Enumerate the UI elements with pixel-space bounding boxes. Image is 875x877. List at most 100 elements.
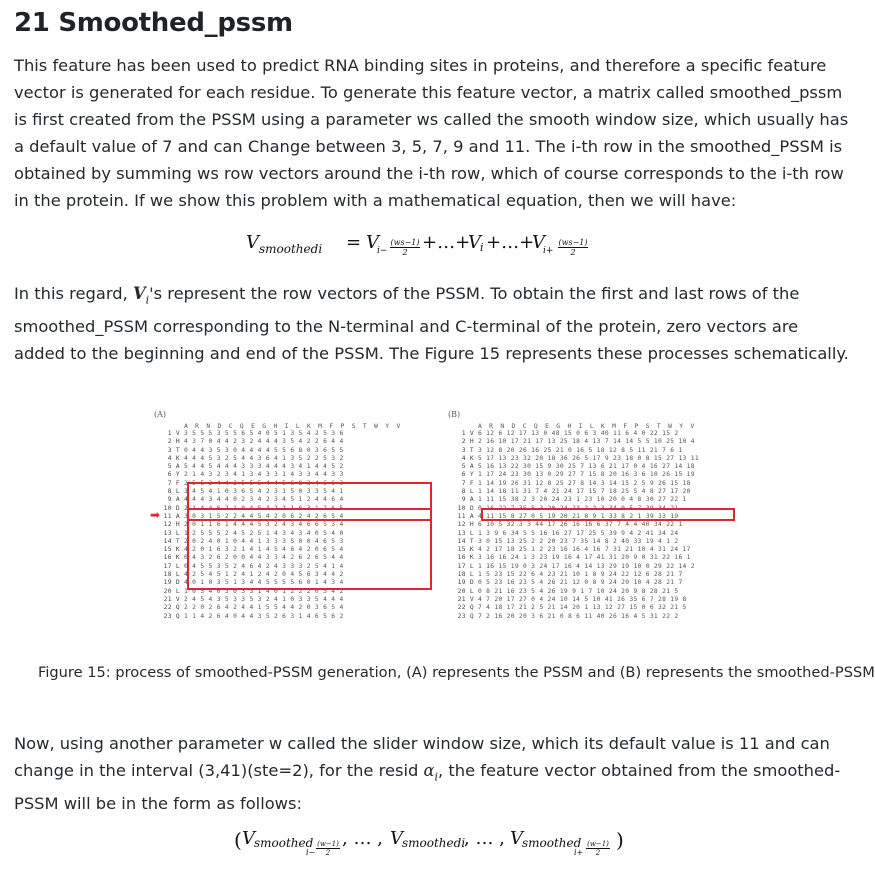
residue-label: 5 A: [461, 463, 474, 471]
residue-label: 12 H: [457, 521, 474, 529]
smoothed-pssm-row: 21 V 4 7 20 17 27 0 4 24 10 14 5 10 41 26…: [448, 596, 699, 604]
pssm-row: 12 H 2 0 1 1 6 1 4 4 4 5 3 2 4 3 4 6 6 5 …: [154, 521, 402, 529]
residue-label: 5 A: [167, 463, 180, 471]
window-box-a: [187, 482, 432, 590]
residue-label: 4 K: [461, 454, 474, 462]
smoothed-pssm-row: 16 K 3 16 16 24 1 3 23 19 16 4 17 41 31 2…: [448, 554, 699, 562]
row-values: 4 0 1 0 3 5 1 3 4 4 5 5 5 5 6 0 1 4 3 4: [184, 579, 344, 587]
residue-label: 14 T: [457, 537, 474, 545]
smoothed-pssm-row: 19 D 0 5 23 16 23 5 4 26 21 12 0 8 9 24 2…: [448, 579, 699, 587]
pssm-row: 23 Q 1 1 4 2 6 4 0 4 4 3 5 2 6 3 1 4 6 5 …: [154, 613, 402, 621]
paragraph-intro: This feature has been used to predict RN…: [14, 56, 849, 210]
pssm-row: 5 A 5 4 4 5 4 4 4 3 3 3 4 4 4 3 4 1 4 4 5…: [154, 463, 402, 471]
residue-label: 6 Y: [461, 471, 474, 479]
smoothed-pssm-row: 13 L 1 3 9 6 34 5 5 16 16 27 17 25 5 39 9…: [448, 530, 699, 538]
row-values: 1 17 24 23 30 13 0 29 27 7 15 8 20 16 3 …: [478, 471, 695, 479]
row-values: 2 0 1 1 6 1 4 4 4 5 3 2 4 3 4 6 6 5 3 4: [184, 521, 344, 529]
residue-label: 13 L: [457, 529, 474, 537]
residue-label: 16 K: [163, 554, 180, 562]
row-values: 2 16 10 17 21 17 13 25 18 4 13 7 14 14 5…: [478, 438, 695, 446]
residue-label: 10 D: [163, 504, 180, 512]
pssm-row: 21 V 2 4 5 4 3 5 3 3 5 3 2 4 1 0 3 3 5 4 …: [154, 596, 402, 604]
residue-label: 12 H: [163, 521, 180, 529]
row-values: 7 4 18 17 21 2 5 21 14 20 1 13 12 27 15 …: [478, 604, 687, 612]
residue-label: 7 F: [167, 479, 180, 487]
row-values: 0 8 21 16 23 5 4 26 19 9 1 7 10 24 20 9 …: [478, 587, 679, 595]
panel-a-label: (A): [154, 410, 167, 419]
row-values: 5 4 4 5 4 4 4 3 3 3 4 4 4 3 4 1 4 4 5 2: [184, 463, 344, 471]
smoothed-pssm-row: 9 A 1 11 15 38 2 3 20 24 23 1 23 10 20 0 …: [448, 496, 699, 504]
pssm-row: 14 T 2 0 2 4 0 1 0 4 4 1 3 3 3 5 0 0 4 6 …: [154, 538, 402, 546]
row-values: 1 11 15 38 2 3 20 24 23 1 23 10 20 0 4 8…: [478, 496, 687, 504]
residue-label: 18 L: [457, 571, 474, 579]
residue-label: 19 D: [457, 579, 474, 587]
row-values: 4 2 5 4 5 1 2 4 1 2 4 2 0 4 5 6 3 4 4 2: [184, 571, 344, 579]
pssm-row: 11 A 3 0 3 1 5 2 2 4 4 5 4 2 0 6 2 4 2 6 …: [154, 513, 402, 521]
smoothed-pssm-row: 18 L 1 5 23 15 22 6 4 23 21 10 1 8 9 24 2…: [448, 571, 699, 579]
residue-label: 9 A: [461, 496, 474, 504]
residue-label: 8 L: [461, 488, 474, 496]
section-title: 21 Smoothed_pssm: [14, 8, 293, 38]
row-values: 6 10 5 32 3 3 44 17 26 16 16 6 37 7 4 4 …: [478, 521, 683, 529]
row-values: 1 2 5 5 5 2 4 5 2 5 1 4 3 4 3 4 0 5 4 0: [184, 529, 344, 537]
smoothed-pssm-row: 7 F 1 14 19 26 31 12 8 25 27 8 14 3 14 15…: [448, 480, 699, 488]
pssm-panel-b: (B) A R N D C Q E G H I L K M F P S T W …: [448, 410, 699, 621]
panel-b-label: (B): [448, 410, 461, 419]
residue-label: 1 V: [461, 430, 474, 437]
row-values: 3 12 8 20 26 16 25 21 0 16 5 18 12 8 5 1…: [478, 446, 683, 454]
row-values: 4 2 17 18 25 1 2 23 16 16 4 16 7 31 21 1…: [478, 546, 691, 554]
smoothed-pssm-row: 14 T 3 0 15 13 25 2 2 20 23 7 35 14 8 2 4…: [448, 538, 699, 546]
smoothed-equation: V smoothedi = V i− (ws−1) 2 +…+ V i +…+ …: [246, 232, 588, 257]
paragraph-row-vectors: In this regard, Vi's represent the row v…: [14, 284, 849, 364]
smoothed-pssm-row: 17 L 1 16 15 19 0 3 24 17 16 4 14 13 29 1…: [448, 563, 699, 571]
residue-label: 23 Q: [457, 612, 474, 620]
smoothed-pssm-row: 6 Y 1 17 24 23 30 13 0 29 27 7 15 8 20 16…: [448, 471, 699, 479]
residue-label: 8 L: [167, 488, 180, 496]
row-values: 1 5 23 15 22 6 4 23 21 10 1 8 9 24 22 12…: [478, 571, 683, 579]
residue-label: 16 K: [457, 554, 474, 562]
panel-b-header: A R N D C Q E G H I L K M F P S T W Y V: [478, 423, 697, 430]
pssm-row: 13 L 1 2 5 5 5 2 4 5 2 5 1 4 3 4 3 4 0 5 …: [154, 530, 402, 538]
row-values: 0 4 4 3 5 3 0 4 4 4 4 5 5 6 8 0 3 6 5 5: [184, 446, 344, 454]
residue-label: 21 V: [457, 595, 474, 603]
row-values: 1 0 5 4 0 3 0 3 3 1 4 0 1 2 2 2 0 3 4 2: [184, 587, 344, 595]
pssm-row: 17 L 0 4 5 5 3 5 2 4 6 4 2 4 3 3 3 2 5 4 …: [154, 563, 402, 571]
row-values: 2 0 2 4 0 1 0 4 4 1 3 3 3 5 0 0 4 6 5 3: [184, 537, 344, 545]
residue-label: 6 Y: [167, 471, 180, 479]
pssm-row: 6 Y 2 1 4 3 2 3 4 1 3 4 3 3 1 4 3 3 4 4 3…: [154, 471, 402, 479]
pssm-row: 2 H 4 3 7 0 4 4 2 3 2 4 4 4 3 5 4 2 2 6 4…: [154, 438, 402, 446]
smoothed-pssm-row: 12 H 6 10 5 32 3 3 44 17 26 16 16 6 37 7 …: [448, 521, 699, 529]
pssm-row: 18 L 4 2 5 4 5 1 2 4 1 2 4 2 0 4 5 6 3 4 …: [154, 571, 402, 579]
residue-label: 17 L: [457, 562, 474, 570]
residue-label: 17 L: [163, 562, 180, 570]
residue-label: 4 K: [167, 454, 180, 462]
feature-vector-equation: ( V smoothed i− (w−1) 2 , … , V smoothed…: [234, 828, 624, 857]
row-values: 2 4 5 4 3 5 3 3 5 3 2 4 1 0 3 3 5 4 4 4: [184, 595, 344, 603]
row-values: 1 16 15 19 0 3 24 17 16 4 14 13 29 19 10…: [478, 562, 695, 570]
residue-label: 9 A: [167, 496, 180, 504]
residue-label: 3 T: [461, 446, 474, 454]
smoothed-pssm-row: 8 L 1 14 18 11 31 7 4 21 24 17 15 7 18 25…: [448, 488, 699, 496]
row-values: 1 14 19 26 31 12 8 25 27 8 14 3 14 15 2 …: [478, 479, 691, 487]
smoothed-pssm-row: 11 A 4 11 15 8 27 0 5 19 20 21 8 9 1 33 8…: [448, 513, 699, 521]
smoothed-pssm-row: 23 Q 7 2 16 20 20 3 6 21 0 8 6 11 40 26 1…: [448, 613, 699, 621]
residue-label: 15 K: [163, 546, 180, 554]
residue-label: 3 T: [167, 446, 180, 454]
residue-label: 13 L: [163, 529, 180, 537]
residue-label: 2 H: [167, 438, 180, 446]
residue-label: 19 D: [163, 579, 180, 587]
row-values: 1 1 4 2 6 4 0 4 4 3 5 2 6 3 1 4 6 5 6 2: [184, 612, 344, 620]
row-values: 7 2 16 20 20 3 6 21 0 8 6 11 40 26 16 4 …: [478, 612, 679, 620]
residue-label: 7 F: [461, 479, 474, 487]
figure-caption: Figure 15: process of smoothed-PSSM gene…: [38, 664, 875, 681]
paragraph-slider-window: Now, using another parameter w called th…: [14, 734, 841, 814]
smoothed-pssm-row: 1 V 6 12 6 12 17 13 0 48 15 0 6 3 40 11 6…: [448, 430, 699, 438]
row-values: 3 0 3 1 5 2 2 4 4 5 4 2 0 6 2 4 2 6 5 4: [184, 512, 344, 520]
smoothed-pssm-row: 20 L 0 8 21 16 23 5 4 26 19 9 1 7 10 24 2…: [448, 588, 699, 596]
residue-label: 20 L: [457, 587, 474, 595]
row-values: 2 2 0 2 6 4 2 4 4 1 5 5 4 4 2 0 3 6 5 4: [184, 604, 344, 612]
residue-label: 15 K: [457, 546, 474, 554]
pssm-row: 1 V 3 5 5 5 3 5 5 6 5 4 0 5 1 3 5 4 2 5 3…: [154, 430, 402, 438]
row-values: 2 1 4 3 2 3 4 1 3 4 3 3 1 4 3 3 4 4 3 3: [184, 471, 344, 479]
row-values: 4 4 4 5 3 2 5 4 4 3 6 4 1 3 5 2 2 5 3 2: [184, 454, 344, 462]
